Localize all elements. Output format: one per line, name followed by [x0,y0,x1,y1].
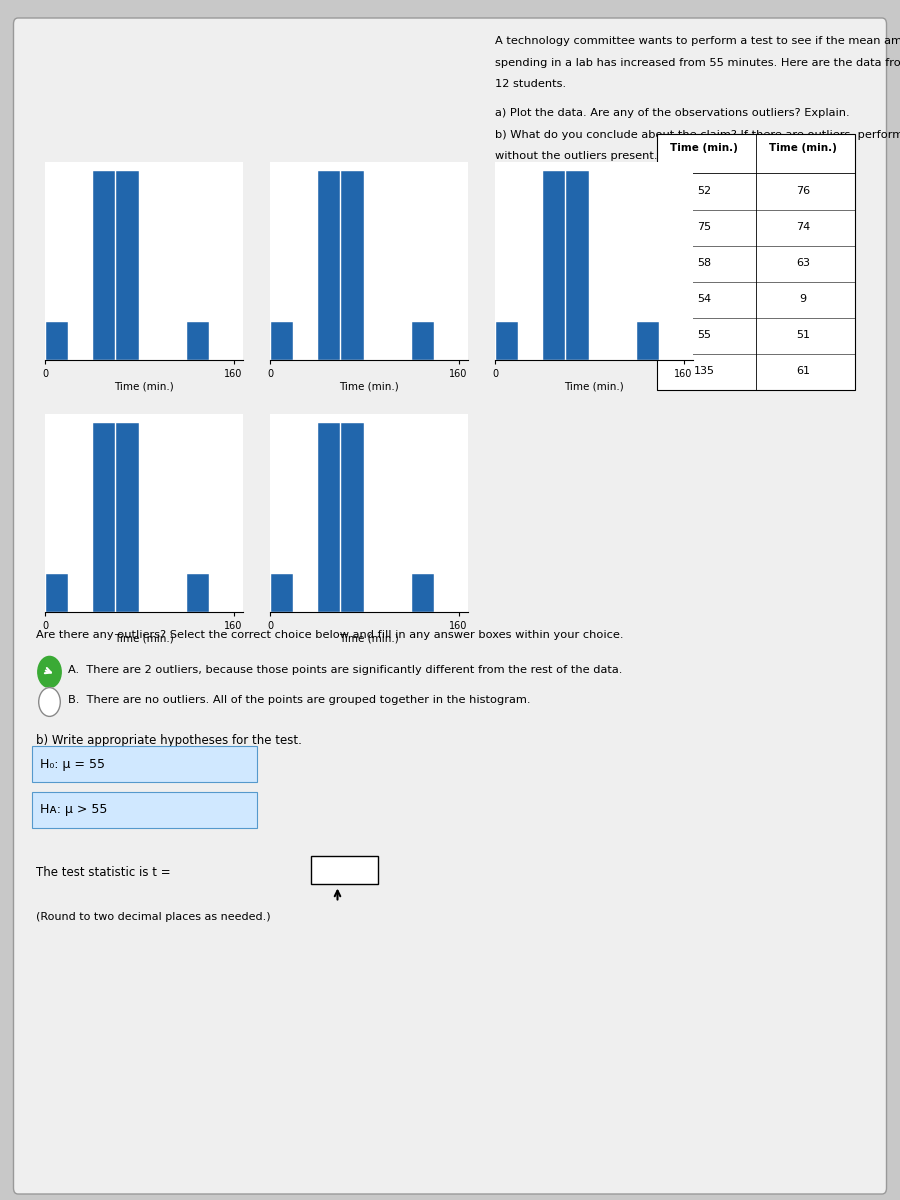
Text: b) What do you conclude about the claim? If there are outliers, perform the test: b) What do you conclude about the claim?… [495,130,900,139]
Bar [271,575,293,612]
Bar [318,424,340,612]
Text: 76: 76 [796,186,810,196]
Bar [93,424,115,612]
Text: H₀: μ = 55: H₀: μ = 55 [40,758,105,770]
Bar [116,424,139,612]
Text: 51: 51 [796,330,810,340]
Text: without the outliers present.: without the outliers present. [495,151,658,161]
Circle shape [38,656,61,688]
Text: 12 students.: 12 students. [495,79,566,89]
Text: The test statistic is t =: The test statistic is t = [36,866,171,880]
Bar [412,323,435,360]
Bar [271,323,293,360]
Bar [341,424,364,612]
Text: Hᴀ: μ > 55: Hᴀ: μ > 55 [40,804,108,816]
Text: Are there any outliers? Select the correct choice below and fill in any answer b: Are there any outliers? Select the corre… [36,630,624,640]
Bar [46,323,68,360]
Bar [46,575,68,612]
X-axis label: Time (min.): Time (min.) [114,634,174,644]
Bar [318,172,340,360]
Bar [412,575,435,612]
Text: A.  There are 2 outliers, because those points are significantly different from : A. There are 2 outliers, because those p… [68,665,622,674]
Text: 61: 61 [796,366,810,376]
Text: a) Plot the data. Are any of the observations outliers? Explain.: a) Plot the data. Are any of the observa… [495,108,850,118]
Text: 63: 63 [796,258,810,268]
Text: 75: 75 [698,222,711,232]
Bar [187,323,210,360]
X-axis label: Time (min.): Time (min.) [564,382,624,392]
Text: 135: 135 [694,366,715,376]
Text: spending in a lab has increased from 55 minutes. Here are the data from a random: spending in a lab has increased from 55 … [495,58,900,67]
FancyBboxPatch shape [14,18,886,1194]
Text: 58: 58 [698,258,711,268]
Bar [341,172,364,360]
Text: 52: 52 [698,186,711,196]
Bar [543,172,565,360]
Text: b) Write appropriate hypotheses for the test.: b) Write appropriate hypotheses for the … [36,734,302,748]
Text: 55: 55 [698,330,711,340]
Text: Time (min.): Time (min.) [770,143,837,152]
Text: (Round to two decimal places as needed.): (Round to two decimal places as needed.) [36,912,271,922]
Text: 9: 9 [800,294,806,304]
X-axis label: Time (min.): Time (min.) [339,634,399,644]
Bar [657,134,855,390]
Bar [496,323,518,360]
Bar [310,856,378,884]
Bar [93,172,115,360]
Bar [32,746,256,782]
Text: A technology committee wants to perform a test to see if the mean amount of time: A technology committee wants to perform … [495,36,900,46]
Circle shape [39,688,60,716]
Text: B.  There are no outliers. All of the points are grouped together in the histogr: B. There are no outliers. All of the poi… [68,695,530,704]
X-axis label: Time (min.): Time (min.) [339,382,399,392]
Bar [187,575,210,612]
Text: 74: 74 [796,222,810,232]
Bar [637,323,660,360]
X-axis label: Time (min.): Time (min.) [114,382,174,392]
Bar [566,172,589,360]
Bar [32,792,256,828]
Bar [116,172,139,360]
Text: Time (min.): Time (min.) [670,143,738,152]
Text: 54: 54 [698,294,711,304]
